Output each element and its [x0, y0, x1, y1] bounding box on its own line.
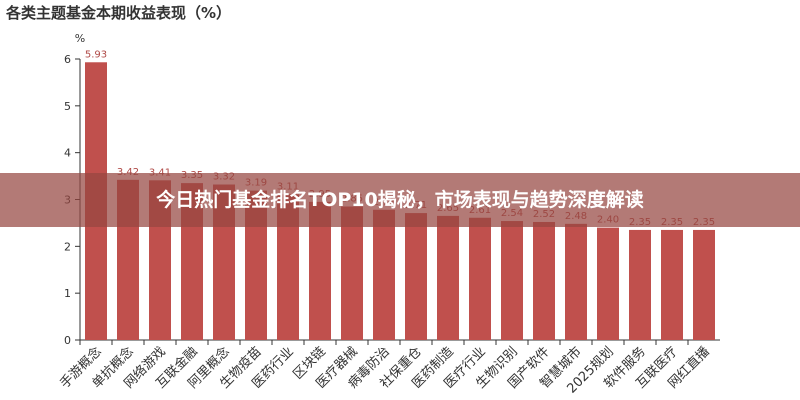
value-label: 5.93: [85, 49, 107, 60]
bar: [469, 217, 491, 340]
value-label: 3.42: [117, 167, 139, 178]
bar: [533, 221, 555, 340]
bar: [565, 223, 587, 340]
bar: [597, 227, 619, 340]
bar: [373, 209, 395, 340]
y-tick-label: 6: [64, 53, 71, 66]
bar: [693, 229, 715, 340]
y-axis-label: %: [75, 32, 85, 45]
value-label: 3.41: [149, 167, 171, 178]
y-tick-label: 5: [64, 100, 71, 113]
bar: [629, 229, 651, 340]
y-tick-label: 4: [64, 147, 71, 160]
bar: [309, 201, 331, 340]
bar: [245, 190, 267, 340]
bar: [405, 213, 427, 340]
bar: [661, 229, 683, 340]
chart-title: 各类主题基金本期收益表现（%）: [5, 4, 231, 22]
bar: [341, 206, 363, 340]
bar: [277, 194, 299, 340]
bar: [437, 215, 459, 340]
bar: [501, 221, 523, 340]
y-tick-label: 0: [64, 334, 71, 347]
banner: 今日热门基金排名TOP10揭秘，市场表现与趋势深度解读: [0, 173, 800, 227]
y-tick-label: 2: [64, 240, 71, 253]
y-tick-label: 1: [64, 287, 71, 300]
